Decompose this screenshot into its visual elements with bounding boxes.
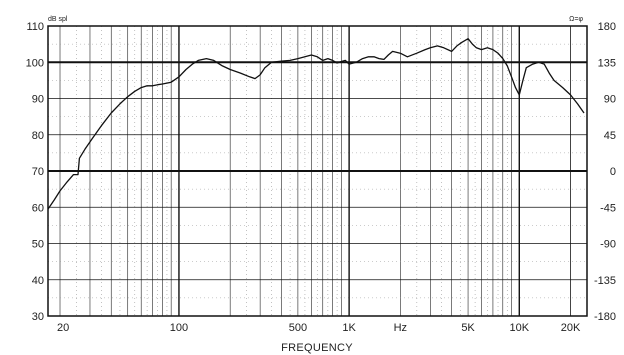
right-axis-ticks: -180 -135 -90 -45 0 45 90 135 180 [594,21,616,323]
x-axis-label: FREQUENCY [281,342,353,354]
y-right-tick-label: 135 [598,57,616,69]
y-right-tick-label: 45 [604,130,616,142]
y-left-tick-label: 80 [32,130,44,142]
x-tick-label: 10K [509,322,529,334]
y-left-tick-label: 90 [32,94,44,106]
x-tick-label: 20 [57,322,69,334]
plot-frame [47,25,588,317]
x-tick-label: 100 [170,322,188,334]
y-left-tick-label: 70 [32,166,44,178]
y-left-tick-label: 30 [32,311,44,323]
x-tick-label: Hz [394,322,407,334]
y-right-tick-label: -135 [594,275,616,287]
y-left-tick-label: 110 [26,21,44,33]
y-right-tick-label: -90 [600,239,616,251]
x-tick-label: 20K [561,322,581,334]
left-axis-ticks: 30 40 50 60 70 80 90 100 110 [26,21,44,323]
right-unit-label: Ω=φ [569,16,583,23]
y-left-tick-label: 100 [26,57,44,69]
left-unit-label: dB spl [48,16,68,23]
series-line [47,38,585,210]
y-right-tick-label: -45 [600,202,616,214]
y-left-tick-label: 50 [32,239,44,251]
y-right-tick-label: 90 [604,94,616,106]
y-right-tick-label: -180 [594,311,616,323]
x-tick-label: 500 [289,322,307,334]
y-left-tick-label: 40 [32,275,44,287]
y-right-tick-label: 180 [598,21,616,33]
major-gridlines [48,26,587,316]
x-axis-ticks: 20 100 500 1K Hz 5K 10K 20K [57,322,581,334]
x-tick-label: 1K [342,322,356,334]
x-tick-label: 5K [461,322,475,334]
y-left-tick-label: 60 [32,202,44,214]
y-right-tick-label: 0 [610,166,616,178]
